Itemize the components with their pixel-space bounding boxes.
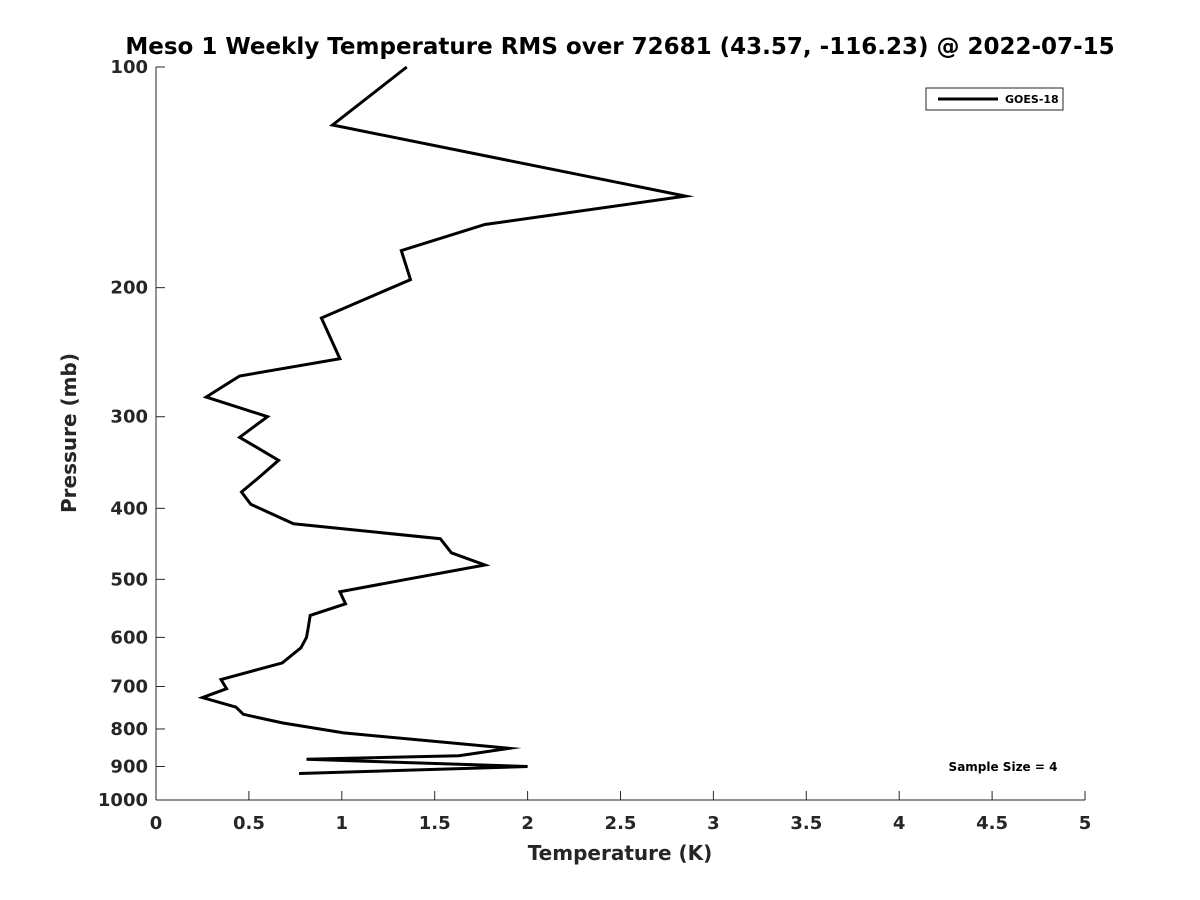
y-tick-label: 100 (110, 57, 148, 78)
x-tick-label: 5 (1079, 813, 1092, 834)
x-axis-label: Temperature (K) (528, 841, 713, 865)
x-tick-label: 1 (336, 813, 349, 834)
y-axis-label: Pressure (mb) (57, 353, 81, 513)
y-tick-label: 400 (110, 498, 148, 519)
x-tick-label: 4 (893, 813, 906, 834)
y-tick-label: 600 (110, 627, 148, 648)
y-tick-label: 800 (110, 719, 148, 740)
series-line-goes-18 (197, 65, 695, 775)
x-tick-label: 3 (707, 813, 720, 834)
x-tick-label: 0.5 (233, 813, 265, 834)
y-tick-label: 900 (110, 756, 148, 777)
legend: GOES-18 (925, 87, 1064, 111)
x-axis-ticks: 0 0.5 1 1.5 2 2.5 3 3.5 4 4.5 5 (150, 791, 1092, 834)
y-axis-ticks: 100 200 300 400 500 600 700 800 900 1000 (98, 57, 165, 811)
y-tick-label: 500 (110, 569, 148, 590)
x-tick-label: 4.5 (976, 813, 1008, 834)
series-layer (197, 65, 695, 775)
x-tick-label: 2.5 (605, 813, 637, 834)
x-tick-label: 2 (521, 813, 534, 834)
x-tick-label: 3.5 (790, 813, 822, 834)
legend-label-goes-18: GOES-18 (1005, 93, 1059, 106)
x-tick-label: 1.5 (419, 813, 451, 834)
sample-size-annotation: Sample Size = 4 (949, 760, 1058, 774)
x-tick-label: 0 (150, 813, 163, 834)
chart-title: Meso 1 Weekly Temperature RMS over 72681… (125, 34, 1114, 60)
plot-area: 0 0.5 1 1.5 2 2.5 3 3.5 4 4.5 5 100 200 300 400 500 600… (98, 57, 1091, 834)
y-tick-label: 300 (110, 407, 148, 428)
y-tick-label: 1000 (98, 790, 148, 811)
y-tick-label: 700 (110, 676, 148, 697)
y-tick-label: 200 (110, 278, 148, 299)
